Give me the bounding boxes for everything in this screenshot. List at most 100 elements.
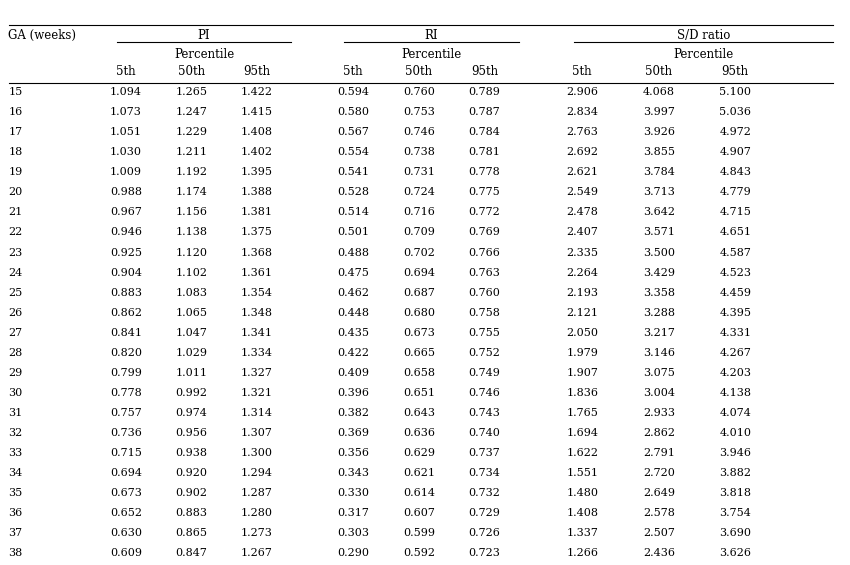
Text: 0.758: 0.758: [468, 308, 501, 318]
Text: 1.402: 1.402: [241, 147, 273, 157]
Text: 4.715: 4.715: [719, 207, 751, 218]
Text: 0.847: 0.847: [175, 549, 207, 558]
Text: 33: 33: [8, 448, 23, 458]
Text: 5th: 5th: [116, 65, 136, 79]
Text: 0.702: 0.702: [403, 247, 435, 258]
Text: 0.665: 0.665: [403, 348, 435, 358]
Text: 0.799: 0.799: [110, 368, 142, 378]
Text: 2.507: 2.507: [643, 528, 675, 538]
Text: 1.361: 1.361: [241, 268, 273, 277]
Text: RI: RI: [424, 29, 439, 42]
Text: 0.652: 0.652: [110, 508, 142, 518]
Text: 4.138: 4.138: [719, 388, 751, 398]
Text: 0.736: 0.736: [110, 428, 142, 438]
Text: 34: 34: [8, 468, 23, 478]
Text: 1.094: 1.094: [110, 87, 142, 97]
Text: 1.280: 1.280: [241, 508, 273, 518]
Text: 3.818: 3.818: [719, 488, 751, 498]
Text: 1.765: 1.765: [566, 408, 598, 418]
Text: 0.992: 0.992: [175, 388, 207, 398]
Text: 0.694: 0.694: [403, 268, 435, 277]
Text: 1.009: 1.009: [110, 167, 142, 177]
Text: 1.287: 1.287: [241, 488, 273, 498]
Text: 4.523: 4.523: [719, 268, 751, 277]
Text: 0.317: 0.317: [337, 508, 369, 518]
Text: 0.746: 0.746: [403, 127, 435, 137]
Text: 50th: 50th: [178, 65, 205, 79]
Text: 0.769: 0.769: [468, 228, 501, 237]
Text: 0.607: 0.607: [403, 508, 435, 518]
Text: 2.050: 2.050: [566, 328, 598, 338]
Text: 0.737: 0.737: [468, 448, 501, 458]
Text: 1.551: 1.551: [566, 468, 598, 478]
Text: 2.720: 2.720: [643, 468, 675, 478]
Text: 3.754: 3.754: [719, 508, 751, 518]
Text: 2.933: 2.933: [643, 408, 675, 418]
Text: 3.713: 3.713: [643, 188, 675, 197]
Text: 28: 28: [8, 348, 23, 358]
Text: 0.865: 0.865: [175, 528, 207, 538]
Text: 1.300: 1.300: [241, 448, 273, 458]
Text: 1.120: 1.120: [175, 247, 207, 258]
Text: 0.658: 0.658: [403, 368, 435, 378]
Text: 0.775: 0.775: [468, 188, 501, 197]
Text: 1.011: 1.011: [175, 368, 207, 378]
Text: 0.967: 0.967: [110, 207, 142, 218]
Text: 0.609: 0.609: [110, 549, 142, 558]
Text: 1.375: 1.375: [241, 228, 273, 237]
Text: 4.203: 4.203: [719, 368, 751, 378]
Text: 0.772: 0.772: [468, 207, 501, 218]
Text: 0.920: 0.920: [175, 468, 207, 478]
Text: 5th: 5th: [572, 65, 592, 79]
Text: 1.065: 1.065: [175, 308, 207, 318]
Text: 0.723: 0.723: [468, 549, 501, 558]
Text: 2.335: 2.335: [566, 247, 598, 258]
Text: 1.229: 1.229: [175, 127, 207, 137]
Text: 2.478: 2.478: [566, 207, 598, 218]
Text: 2.649: 2.649: [643, 488, 675, 498]
Text: 0.448: 0.448: [337, 308, 369, 318]
Text: 3.288: 3.288: [643, 308, 675, 318]
Text: 2.621: 2.621: [566, 167, 598, 177]
Text: 1.138: 1.138: [175, 228, 207, 237]
Text: 15: 15: [8, 87, 23, 97]
Text: 1.408: 1.408: [566, 508, 598, 518]
Text: 0.902: 0.902: [175, 488, 207, 498]
Text: 0.554: 0.554: [337, 147, 369, 157]
Text: 26: 26: [8, 308, 23, 318]
Text: 3.626: 3.626: [719, 549, 751, 558]
Text: GA (weeks): GA (weeks): [8, 29, 76, 42]
Text: 5.100: 5.100: [719, 87, 751, 97]
Text: 4.459: 4.459: [719, 288, 751, 298]
Text: 0.778: 0.778: [110, 388, 142, 398]
Text: 1.156: 1.156: [175, 207, 207, 218]
Text: 2.692: 2.692: [566, 147, 598, 157]
Text: 0.709: 0.709: [403, 228, 435, 237]
Text: 0.501: 0.501: [337, 228, 369, 237]
Text: 0.988: 0.988: [110, 188, 142, 197]
Text: 0.766: 0.766: [468, 247, 501, 258]
Text: 0.784: 0.784: [468, 127, 501, 137]
Text: 2.549: 2.549: [566, 188, 598, 197]
Text: 3.997: 3.997: [643, 107, 675, 117]
Text: 1.321: 1.321: [241, 388, 273, 398]
Text: 0.409: 0.409: [337, 368, 369, 378]
Text: 0.599: 0.599: [403, 528, 435, 538]
Text: 2.193: 2.193: [566, 288, 598, 298]
Text: 0.738: 0.738: [403, 147, 435, 157]
Text: 0.651: 0.651: [403, 388, 435, 398]
Text: 0.974: 0.974: [175, 408, 207, 418]
Text: 0.614: 0.614: [403, 488, 435, 498]
Text: 1.422: 1.422: [241, 87, 273, 97]
Text: 0.514: 0.514: [337, 207, 369, 218]
Text: 0.732: 0.732: [468, 488, 501, 498]
Text: 0.763: 0.763: [468, 268, 501, 277]
Text: 0.726: 0.726: [468, 528, 501, 538]
Text: 2.906: 2.906: [566, 87, 598, 97]
Text: 0.716: 0.716: [403, 207, 435, 218]
Text: 0.734: 0.734: [468, 468, 501, 478]
Text: 2.578: 2.578: [643, 508, 675, 518]
Text: 0.778: 0.778: [468, 167, 501, 177]
Text: 0.528: 0.528: [337, 188, 369, 197]
Text: 4.843: 4.843: [719, 167, 751, 177]
